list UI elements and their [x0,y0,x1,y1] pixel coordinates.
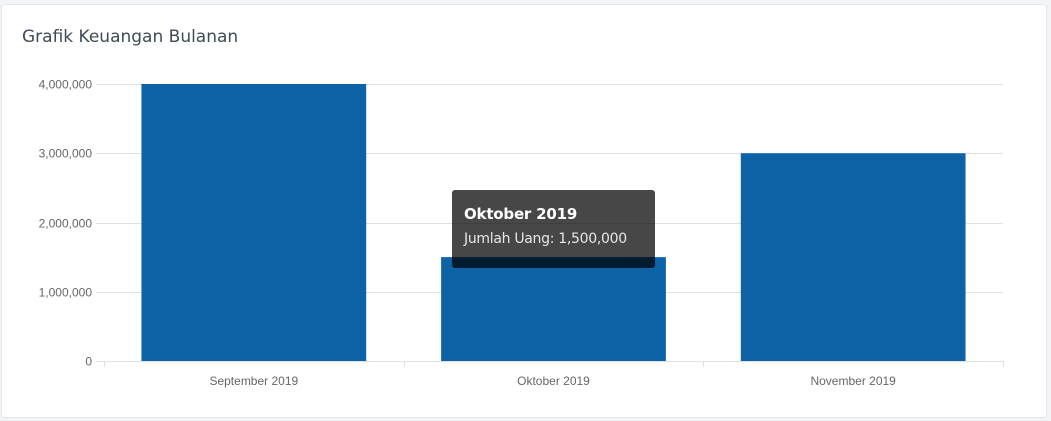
bar [141,84,367,361]
bar [740,153,966,361]
y-tick-label: 3,000,000 [39,147,93,161]
tooltip-title: Oktober 2019 [464,205,578,223]
x-tick-label: Oktober 2019 [517,374,590,388]
y-tick-label: 4,000,000 [39,78,93,92]
y-tick-label: 2,000,000 [39,217,93,231]
x-tick-label: November 2019 [810,374,896,388]
tooltip-body: Jumlah Uang: 1,500,000 [464,231,627,247]
bar [441,257,666,361]
x-tick-label: September 2019 [209,374,298,388]
card-title: Grafik Keuangan Bulanan [22,27,239,47]
y-tick-label: 1,000,000 [39,286,93,300]
y-tick-label: 0 [85,355,92,369]
chart-tooltip: Oktober 2019 Jumlah Uang: 1,500,000 [452,190,655,268]
